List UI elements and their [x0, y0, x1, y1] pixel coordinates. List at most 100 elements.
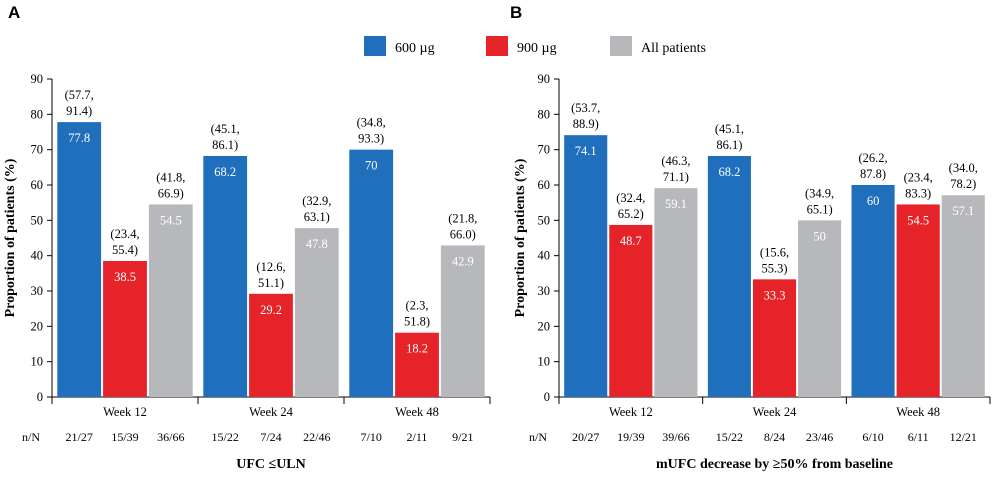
- y-tick-label: 50: [31, 213, 44, 227]
- bar: [103, 260, 147, 397]
- nn-row-header: n/N: [529, 430, 547, 444]
- nn-label: 6/11: [908, 430, 929, 444]
- ci-label-line1: (53.7,: [571, 101, 600, 115]
- y-tick-label: 80: [538, 107, 551, 121]
- bar: [707, 156, 751, 397]
- x-category-label: Week 24: [249, 405, 294, 419]
- bar: [249, 293, 293, 397]
- legend: 600 µg 900 µg All patients: [364, 36, 706, 56]
- bar: [564, 135, 608, 397]
- nn-label: 7/10: [361, 430, 382, 444]
- nn-label: 15/39: [111, 430, 138, 444]
- bar-value-label: 50: [813, 229, 826, 243]
- bar: [798, 220, 842, 397]
- x-category-label: Week 24: [753, 405, 798, 419]
- ci-label-line1: (34.8,: [357, 116, 386, 130]
- ci-label-line2: 55.4): [112, 243, 138, 257]
- nn-label: 36/66: [157, 430, 184, 444]
- ci-label-line2: 93.3): [358, 132, 384, 146]
- bar-value-label: 29.2: [260, 303, 282, 317]
- ci-label-line1: (23.4,: [904, 170, 933, 184]
- ci-label-line1: (46.3,: [661, 154, 690, 168]
- nn-label: 21/27: [66, 430, 93, 444]
- ci-label-line2: 51.8): [404, 315, 430, 329]
- bar: [609, 224, 653, 397]
- nn-label: 22/46: [303, 430, 330, 444]
- y-tick-label: 20: [31, 319, 44, 333]
- ci-label-line1: (41.8,: [156, 170, 185, 184]
- nn-label: 20/27: [572, 430, 599, 444]
- bar: [654, 188, 698, 397]
- x-category-label: Week 12: [103, 405, 147, 419]
- x-axis-title: UFC ≤ULN: [236, 457, 306, 472]
- ci-label-line2: 71.1): [663, 170, 689, 184]
- nn-label: 19/39: [617, 430, 644, 444]
- y-tick-label: 60: [31, 178, 44, 192]
- y-tick-label: 40: [538, 249, 551, 263]
- nn-label: 39/66: [662, 430, 689, 444]
- y-tick-label: 90: [538, 72, 551, 86]
- bar-value-label: 70: [365, 159, 378, 173]
- ci-label-line1: (26.2,: [858, 151, 887, 165]
- ci-label-line2: 87.8): [860, 167, 886, 181]
- bar: [941, 195, 985, 397]
- bar-value-label: 47.8: [306, 237, 328, 251]
- ci-label-line1: (45.1,: [211, 122, 240, 136]
- ci-label-line1: (34.0,: [949, 161, 978, 175]
- ci-label-line2: 63.1): [304, 210, 330, 224]
- bar-value-label: 68.2: [718, 165, 740, 179]
- y-tick-label: 50: [538, 213, 551, 227]
- legend-label-900: 900 µg: [517, 41, 557, 56]
- y-axis-title: Proportion of patients (%): [3, 158, 18, 317]
- bar: [148, 204, 193, 397]
- bar-value-label: 59.1: [665, 197, 687, 211]
- ci-label-line1: (23.4,: [110, 227, 139, 241]
- bar: [896, 204, 940, 397]
- bar-value-label: 54.5: [160, 213, 182, 227]
- ci-label-line2: 91.4): [66, 104, 92, 118]
- y-tick-label: 80: [31, 107, 44, 121]
- bar-value-label: 68.2: [214, 165, 236, 179]
- bar: [203, 156, 248, 397]
- ci-label-line2: 65.1): [807, 202, 833, 216]
- bar-value-label: 60: [867, 194, 880, 208]
- bar-value-label: 38.5: [114, 270, 136, 284]
- x-category-label: Week 12: [609, 405, 653, 419]
- ci-label-line2: 66.9): [158, 186, 184, 200]
- y-tick-label: 70: [538, 143, 551, 157]
- y-tick-label: 20: [538, 319, 551, 333]
- panel-letter-b: B: [510, 3, 522, 22]
- y-tick-label: 70: [31, 143, 44, 157]
- nn-label: 12/21: [950, 430, 977, 444]
- y-tick-label: 90: [31, 72, 44, 86]
- bar-value-label: 54.5: [907, 213, 929, 227]
- ci-label-line2: 86.1): [212, 138, 238, 152]
- bar-value-label: 57.1: [952, 204, 974, 218]
- y-axis-title: Proportion of patients (%): [513, 158, 528, 317]
- y-tick-label: 10: [31, 355, 44, 369]
- bar-value-label: 74.1: [575, 144, 597, 158]
- ci-label-line1: (12.6,: [256, 260, 285, 274]
- chart-panel-b: 0 10 20 30 40 50 60 70 80 90 Proportion of patient…: [513, 72, 991, 472]
- ci-label-line1: (2.3,: [406, 299, 429, 313]
- nn-label: 15/22: [716, 430, 743, 444]
- ci-label-line1: (57.7,: [65, 88, 94, 102]
- x-axis-title: mUFC decrease by ≥50% from baseline: [656, 457, 893, 472]
- ci-label-line2: 66.0): [450, 227, 476, 241]
- bar: [57, 122, 102, 398]
- nn-label: 15/22: [212, 430, 239, 444]
- y-tick-label: 30: [31, 284, 44, 298]
- legend-label-600: 600 µg: [395, 41, 435, 56]
- ci-label-line2: 78.2): [950, 177, 976, 191]
- nn-label: 6/10: [862, 430, 883, 444]
- bar-value-label: 33.3: [764, 288, 786, 302]
- y-tick-label: 10: [538, 355, 551, 369]
- legend-swatch-900: [486, 36, 508, 56]
- nn-label: 2/11: [407, 430, 428, 444]
- bar-value-label: 48.7: [620, 234, 642, 248]
- bar: [851, 185, 895, 397]
- nn-row-header: n/N: [22, 430, 40, 444]
- legend-swatch-all: [610, 36, 632, 56]
